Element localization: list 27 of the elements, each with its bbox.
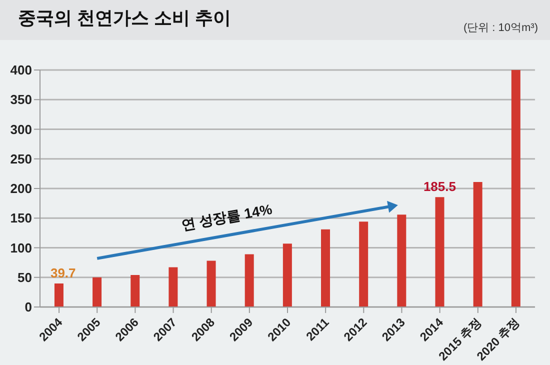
- y-tick-label: 0: [24, 300, 32, 315]
- y-tick-label: 50: [18, 270, 32, 285]
- bar: [130, 275, 140, 307]
- bar: [92, 277, 102, 307]
- bar: [321, 229, 330, 307]
- chart-subtitle: (단위 : 10억m³): [463, 21, 538, 35]
- y-tick-label: 200: [10, 181, 32, 196]
- chart-title: 중국의 천연가스 소비 추이: [18, 7, 232, 30]
- bar: [282, 244, 292, 307]
- y-tick-label: 350: [10, 92, 32, 108]
- bar: [359, 222, 368, 307]
- bar: [473, 182, 482, 307]
- data-label: 39.7: [50, 265, 76, 280]
- bar: [168, 267, 178, 307]
- y-tick-label: 250: [10, 151, 32, 166]
- bar: [511, 70, 520, 307]
- bar: [435, 197, 444, 307]
- bar: [206, 260, 216, 307]
- y-tick-label: 400: [10, 62, 32, 78]
- bar: [397, 214, 406, 307]
- y-tick-label: 150: [10, 210, 32, 226]
- y-tick-label: 300: [10, 122, 32, 137]
- bar: [244, 254, 254, 307]
- y-tick-label: 100: [10, 240, 32, 256]
- annotation: 연 성장률 14%: [180, 200, 274, 233]
- data-label: 185.5: [423, 179, 456, 194]
- bar: [54, 283, 64, 307]
